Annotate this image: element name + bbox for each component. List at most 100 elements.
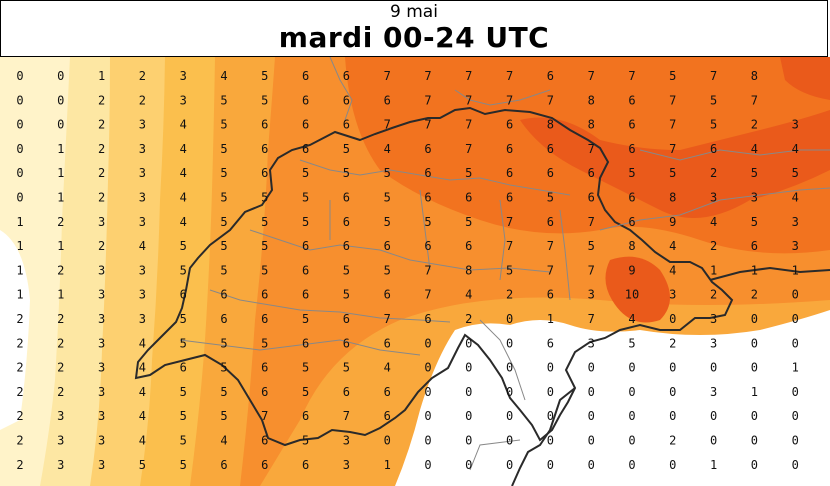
grid-value: 5 bbox=[220, 361, 227, 375]
grid-value: 6 bbox=[628, 93, 635, 107]
grid-value: 0 bbox=[751, 458, 758, 472]
grid-value: 4 bbox=[220, 69, 227, 83]
grid-value: 6 bbox=[343, 239, 350, 253]
grid-value: 6 bbox=[261, 361, 268, 375]
grid-value: 0 bbox=[628, 409, 635, 423]
grid-value: 5 bbox=[302, 361, 309, 375]
grid-value: 6 bbox=[424, 142, 431, 156]
date-label: 9 mai bbox=[390, 2, 438, 22]
grid-value: 1 bbox=[16, 215, 23, 229]
grid-value: 6 bbox=[628, 142, 635, 156]
grid-value: 8 bbox=[588, 93, 595, 107]
grid-value: 6 bbox=[302, 118, 309, 132]
grid-value: 3 bbox=[710, 385, 717, 399]
grid-value: 2 bbox=[57, 215, 64, 229]
grid-value: 2 bbox=[57, 361, 64, 375]
grid-value: 4 bbox=[465, 288, 472, 302]
grid-value: 6 bbox=[424, 166, 431, 180]
grid-value: 0 bbox=[16, 93, 23, 107]
grid-value: 1 bbox=[710, 458, 717, 472]
grid-value: 4 bbox=[139, 239, 146, 253]
grid-value: 0 bbox=[16, 166, 23, 180]
grid-value: 5 bbox=[220, 215, 227, 229]
grid-value: 2 bbox=[16, 312, 23, 326]
grid-value: 6 bbox=[220, 312, 227, 326]
grid-value: 1 bbox=[57, 142, 64, 156]
grid-value: 5 bbox=[628, 166, 635, 180]
grid-value: 2 bbox=[98, 166, 105, 180]
grid-value: 5 bbox=[180, 458, 187, 472]
grid-value: 5 bbox=[220, 385, 227, 399]
switzerland-border bbox=[134, 106, 734, 447]
grid-value: 2 bbox=[98, 191, 105, 205]
grid-value: 0 bbox=[792, 385, 799, 399]
grid-value: 9 bbox=[628, 263, 635, 277]
grid-value: 6 bbox=[547, 69, 554, 83]
grid-value: 2 bbox=[751, 288, 758, 302]
grid-value: 6 bbox=[465, 239, 472, 253]
grid-value: 6 bbox=[180, 361, 187, 375]
grid-value: 5 bbox=[588, 239, 595, 253]
grid-value: 7 bbox=[506, 215, 513, 229]
grid-value: 0 bbox=[588, 434, 595, 448]
grid-value: 0 bbox=[710, 361, 717, 375]
page-title: mardi 00-24 UTC bbox=[278, 21, 550, 54]
grid-value: 1 bbox=[57, 166, 64, 180]
grid-value: 0 bbox=[792, 288, 799, 302]
grid-value: 4 bbox=[180, 191, 187, 205]
grid-value: 5 bbox=[220, 239, 227, 253]
grid-value: 5 bbox=[751, 166, 758, 180]
grid-value: 1 bbox=[98, 69, 105, 83]
grid-value: 5 bbox=[384, 191, 391, 205]
grid-value: 6 bbox=[343, 385, 350, 399]
grid-value: 3 bbox=[588, 288, 595, 302]
grid-value: 0 bbox=[424, 336, 431, 350]
grid-value: 7 bbox=[506, 93, 513, 107]
grid-value: 4 bbox=[180, 215, 187, 229]
grid-value: 6 bbox=[302, 409, 309, 423]
grid-value: 5 bbox=[261, 263, 268, 277]
grid-value: 7 bbox=[384, 312, 391, 326]
grid-value: 3 bbox=[669, 288, 676, 302]
grid-value: 7 bbox=[465, 118, 472, 132]
grid-value: 4 bbox=[139, 385, 146, 399]
grid-value: 6 bbox=[261, 312, 268, 326]
grid-value: 6 bbox=[261, 434, 268, 448]
grid-value: 6 bbox=[547, 288, 554, 302]
grid-value: 6 bbox=[261, 142, 268, 156]
grid-value: 3 bbox=[139, 288, 146, 302]
grid-value: 7 bbox=[424, 93, 431, 107]
grid-value: 0 bbox=[506, 434, 513, 448]
grid-value: 3 bbox=[139, 191, 146, 205]
grid-value: 6 bbox=[506, 191, 513, 205]
grid-value: 2 bbox=[16, 385, 23, 399]
grid-value: 3 bbox=[710, 191, 717, 205]
grid-value: 4 bbox=[180, 166, 187, 180]
grid-value: 0 bbox=[465, 385, 472, 399]
grid-value: 8 bbox=[669, 191, 676, 205]
grid-value: 7 bbox=[669, 93, 676, 107]
grid-value: 0 bbox=[506, 312, 513, 326]
grid-value: 2 bbox=[57, 336, 64, 350]
grid-value: 5 bbox=[710, 118, 717, 132]
grid-value: 6 bbox=[547, 336, 554, 350]
grid-value: 0 bbox=[751, 336, 758, 350]
grid-value: 0 bbox=[16, 142, 23, 156]
grid-value: 0 bbox=[792, 312, 799, 326]
grid-value: 5 bbox=[302, 191, 309, 205]
grid-value: 4 bbox=[792, 191, 799, 205]
grid-value: 2 bbox=[669, 434, 676, 448]
grid-value: 2 bbox=[57, 263, 64, 277]
grid-value: 6 bbox=[220, 288, 227, 302]
grid-value: 2 bbox=[751, 118, 758, 132]
grid-value: 9 bbox=[669, 215, 676, 229]
grid-value: 1 bbox=[16, 288, 23, 302]
grid-value: 7 bbox=[710, 69, 717, 83]
grid-value: 5 bbox=[220, 263, 227, 277]
grid-value: 7 bbox=[506, 69, 513, 83]
grid-value: 6 bbox=[180, 288, 187, 302]
grid-value: 5 bbox=[302, 434, 309, 448]
grid-value: 1 bbox=[547, 312, 554, 326]
dry-zone bbox=[395, 310, 830, 486]
